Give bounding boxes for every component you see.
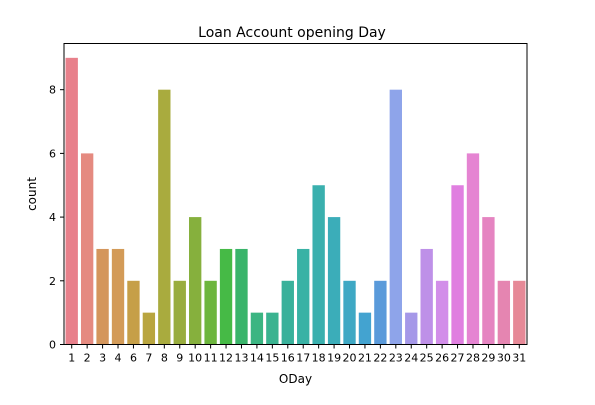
- bar-7: [142, 312, 156, 345]
- x-tick-label: 29: [481, 352, 495, 365]
- x-tick-label: 17: [296, 352, 310, 365]
- bars-group: [65, 57, 526, 345]
- x-tick-label: 10: [188, 352, 202, 365]
- bar-15: [266, 312, 279, 345]
- bar-13: [235, 248, 248, 345]
- x-tick-label: 15: [265, 352, 279, 365]
- x-tick-label: 9: [176, 352, 183, 365]
- bar-23: [389, 89, 402, 345]
- x-tick-label: 18: [312, 352, 326, 365]
- x-tick-label: 24: [404, 352, 418, 365]
- y-tick-label: 8: [49, 84, 56, 97]
- bar-19: [327, 217, 341, 345]
- y-axis-label: count: [25, 177, 39, 211]
- x-tick-label: 27: [451, 352, 465, 365]
- bar-1: [65, 57, 78, 345]
- bar-10: [189, 217, 202, 345]
- x-tick-label: 7: [145, 352, 152, 365]
- bar-11: [204, 280, 217, 345]
- x-tick-label: 14: [250, 352, 264, 365]
- x-tick-label: 22: [373, 352, 387, 365]
- bar-17: [297, 248, 310, 345]
- y-tick-label: 0: [49, 339, 56, 352]
- chart-title: Loan Account opening Day: [198, 25, 386, 41]
- bar-3: [96, 248, 109, 345]
- bar-12: [219, 248, 233, 345]
- x-tick-label: 30: [497, 352, 511, 365]
- bar-8: [158, 89, 171, 345]
- y-tick-label: 2: [49, 275, 56, 288]
- bar-26: [435, 280, 449, 345]
- y-tick-label: 4: [49, 211, 56, 224]
- bar-27: [451, 185, 464, 345]
- y-axis-ticks: 0 2 4 6 8: [49, 84, 64, 352]
- bar-22: [374, 280, 387, 345]
- x-tick-label: 21: [358, 352, 372, 365]
- bar-14: [250, 312, 264, 345]
- x-tick-label: 16: [281, 352, 295, 365]
- bar-16: [281, 280, 294, 345]
- bar-20: [343, 280, 356, 345]
- x-tick-label: 26: [435, 352, 449, 365]
- x-tick-label: 6: [130, 352, 137, 365]
- bar-29: [482, 217, 495, 345]
- x-tick-label: 4: [115, 352, 122, 365]
- x-tick-label: 8: [161, 352, 168, 365]
- bar-31: [513, 280, 526, 345]
- bar-28: [466, 153, 480, 345]
- x-tick-label: 19: [327, 352, 341, 365]
- x-tick-label: 2: [84, 352, 91, 365]
- x-axis-label: ODay: [279, 372, 312, 386]
- bar-25: [420, 248, 433, 345]
- bar-21: [358, 312, 372, 345]
- x-tick-label: 13: [234, 352, 248, 365]
- x-tick-label: 11: [204, 352, 218, 365]
- x-tick-label: 3: [99, 352, 106, 365]
- x-tick-label: 20: [343, 352, 357, 365]
- plot-frame: [63, 43, 528, 345]
- bar-30: [497, 280, 511, 345]
- x-tick-label: 1: [68, 352, 75, 365]
- y-tick-label: 6: [49, 147, 56, 160]
- bar-4: [111, 248, 125, 345]
- x-tick-label: 23: [389, 352, 403, 365]
- x-tick-label: 28: [466, 352, 480, 365]
- bar-2: [80, 153, 94, 345]
- x-tick-label: 12: [219, 352, 233, 365]
- bar-18: [312, 185, 325, 345]
- bar-9: [173, 280, 186, 345]
- x-tick-label: 31: [512, 352, 526, 365]
- bar-24: [405, 312, 418, 345]
- x-tick-label: 25: [420, 352, 434, 365]
- bar-6: [127, 280, 140, 345]
- x-axis-ticks: 1 2 3 4 6 7 8 9 10 11 12 13 14 15 16 17 18 19 20 21 22 23 24 25…: [68, 344, 526, 365]
